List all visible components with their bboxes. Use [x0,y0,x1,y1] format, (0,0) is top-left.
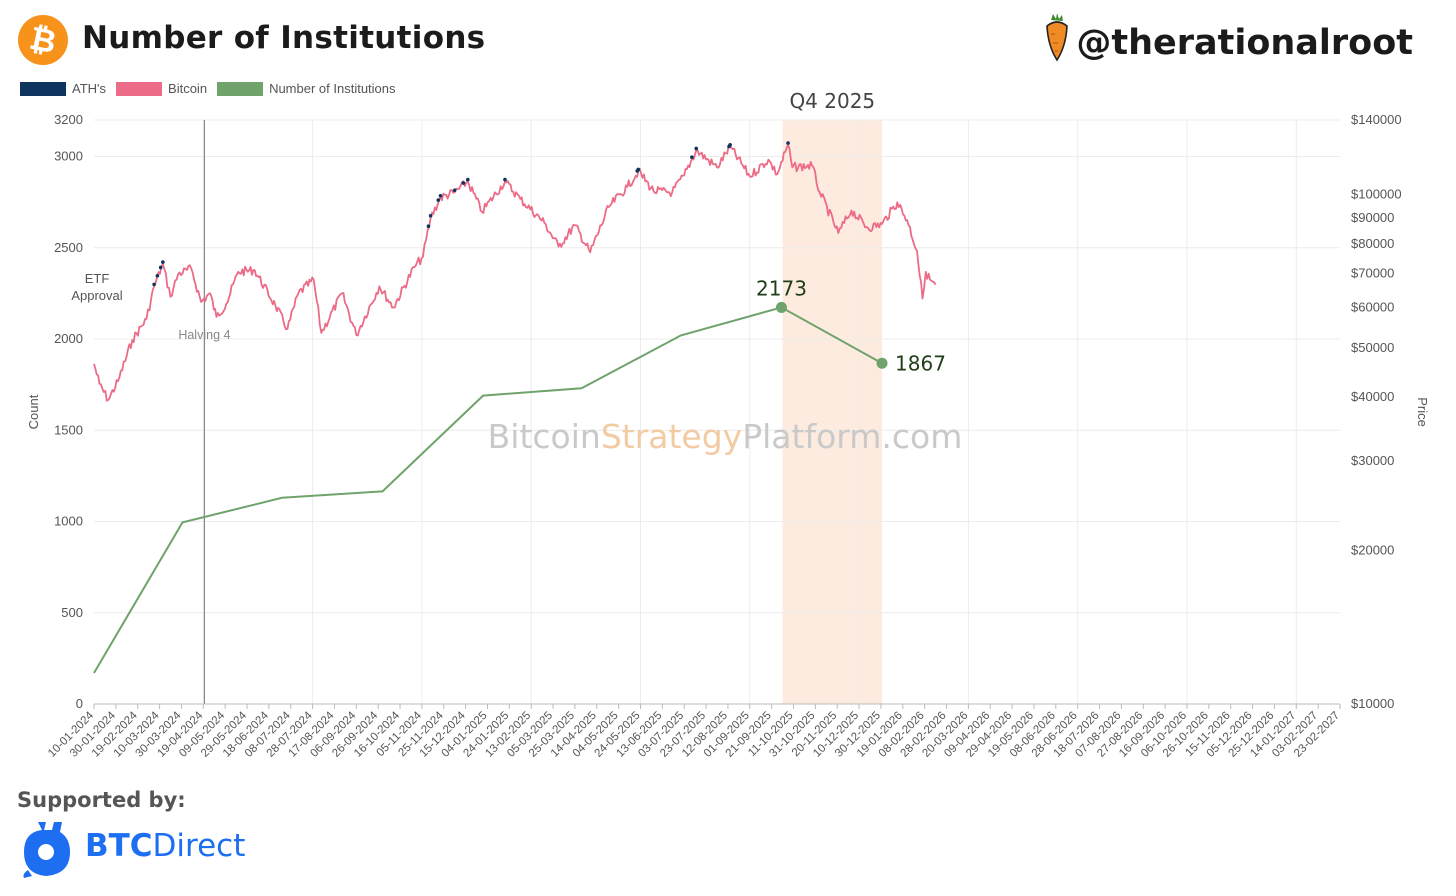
legend-item-aths[interactable]: ATH's [20,81,106,96]
y-right-tick-label: $70000 [1351,265,1394,280]
y-left-tick-label: 1500 [54,422,83,437]
y-right-tick-label: $90000 [1351,210,1394,225]
legend-label-aths: ATH's [72,81,107,96]
y-right-tick-label: $40000 [1351,389,1394,404]
watermark-part1: Bitcoin [488,417,601,456]
ath-marker [428,213,433,218]
y-right-tick-label: $10000 [1351,696,1394,711]
institutions-line [93,306,883,674]
y-right-tick-label: $60000 [1351,299,1394,314]
y-right-axis-title: Price [1415,397,1430,427]
y-right-tick-label: $100000 [1351,186,1402,201]
ath-marker [461,181,466,185]
y-left-tick-label: 500 [61,605,83,620]
y-right-tick-label: $140000 [1351,112,1402,127]
institutions-value-label: 2173 [756,276,807,300]
y-left-tick-label: 0 [76,696,83,711]
ath-marker [694,146,699,151]
ath-marker [161,260,165,264]
legend-swatch-aths [20,81,66,96]
legend-item-institutions[interactable]: Number of Institutions [217,81,396,96]
ath-marker [728,143,732,147]
ath-marker [158,265,163,270]
ath-marker [636,167,641,172]
ath-marker [690,155,694,159]
ath-marker [786,141,790,145]
y-left-tick-label: 1000 [54,514,83,529]
y-right-tick-label: $30000 [1351,453,1394,468]
etf-annotation-line2: Approval [71,288,122,303]
bitcoin-price-line [93,144,937,402]
y-left-tick-label: 3000 [54,149,83,164]
ath-marker [155,273,160,278]
legend-item-bitcoin[interactable]: Bitcoin [116,81,207,96]
ath-marker [436,198,441,202]
carrot-icon [1046,13,1069,62]
ath-marker [426,224,431,229]
y-left-tick-label: 2500 [54,240,83,255]
institutions-point [876,357,888,369]
halving-annotation: Halving 4 [178,328,230,342]
institutions-value-label: 1867 [895,351,946,375]
y-right-tick-label: $80000 [1351,236,1394,251]
y-right-tick-label: $20000 [1351,543,1394,558]
watermark-part3: Platform.com [742,417,962,456]
y-right-tick-label: $50000 [1351,340,1394,355]
author-handle[interactable]: @therationalroot [1042,13,1413,63]
legend-swatch-institutions [217,81,264,96]
y-left-axis-title: Count [26,394,41,429]
ath-marker [466,177,470,182]
ath-marker [152,282,156,287]
btcdirect-logo-icon [23,822,70,878]
q4-2025-label: Q4 2025 [789,89,875,113]
legend-label-institutions: Number of Institutions [269,81,396,96]
legend-swatch-bitcoin [116,81,163,96]
sponsor-name-part2: Direct [152,828,246,864]
y-left-tick-label: 2000 [54,331,83,346]
ath-marker [452,188,457,193]
etf-annotation-line1: ETF [85,271,110,286]
y-left-tick-label: 3200 [54,112,83,127]
q4-2025-shaded-region [782,120,883,704]
sponsor-name[interactable]: BTCDirect [85,828,245,864]
watermark-part2: Strategy [601,417,742,456]
chart-title: Number of Institutions [82,20,486,56]
institutions-point [775,301,787,313]
handle-text: @therationalroot [1076,23,1413,63]
supported-by-label: Supported by: [17,788,186,812]
ath-marker [438,194,443,198]
watermark: BitcoinStrategyPlatform.com [488,417,963,456]
sponsor-name-part1: BTC [85,828,153,864]
chart-area: BitcoinStrategyPlatform.com 0 500 1000 1500… [26,89,1430,760]
chart-legend: ATH's Bitcoin Number of Institutions [20,81,406,96]
legend-label-bitcoin: Bitcoin [168,81,208,96]
ath-marker [503,177,507,182]
